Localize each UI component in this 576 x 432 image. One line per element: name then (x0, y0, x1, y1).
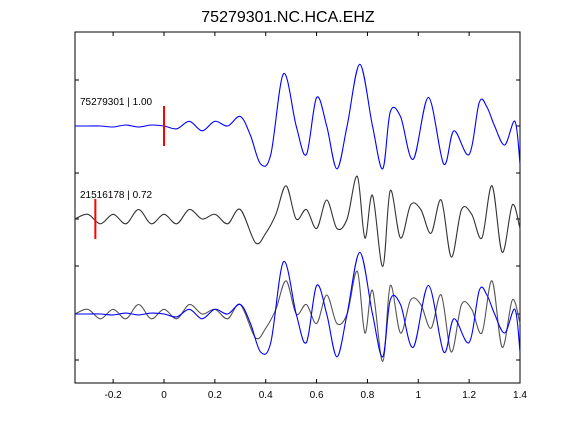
trace-label: 21516178 | 0.72 (80, 190, 153, 201)
trace-1 (75, 63, 521, 170)
x-tick-label: 0.6 (310, 390, 324, 401)
chart-title: 75279301.NC.HCA.EHZ (201, 9, 375, 26)
trace-2 (74, 175, 521, 268)
x-tick-label: 0.2 (208, 390, 222, 401)
x-tick-label: 1.4 (513, 390, 527, 401)
x-tick-label: 1.2 (462, 390, 476, 401)
trace-label: 75279301 | 1.00 (80, 97, 153, 108)
x-tick-label: 0.8 (360, 390, 374, 401)
axes-box (74, 31, 521, 384)
overlay-trace-blue (75, 251, 521, 358)
x-tick-label: -0.2 (105, 390, 123, 401)
traces: 75279301 | 1.00 21516178 | 0.72 (74, 63, 521, 363)
x-tick-label: 0.4 (259, 390, 273, 401)
x-ticks: -0.2 0 0.2 0.4 0.6 0.8 1 1.2 1.4 (105, 32, 527, 401)
x-tick-label: 0 (161, 390, 167, 401)
overlay-trace-gray (74, 270, 521, 363)
x-tick-label: 1 (416, 390, 422, 401)
